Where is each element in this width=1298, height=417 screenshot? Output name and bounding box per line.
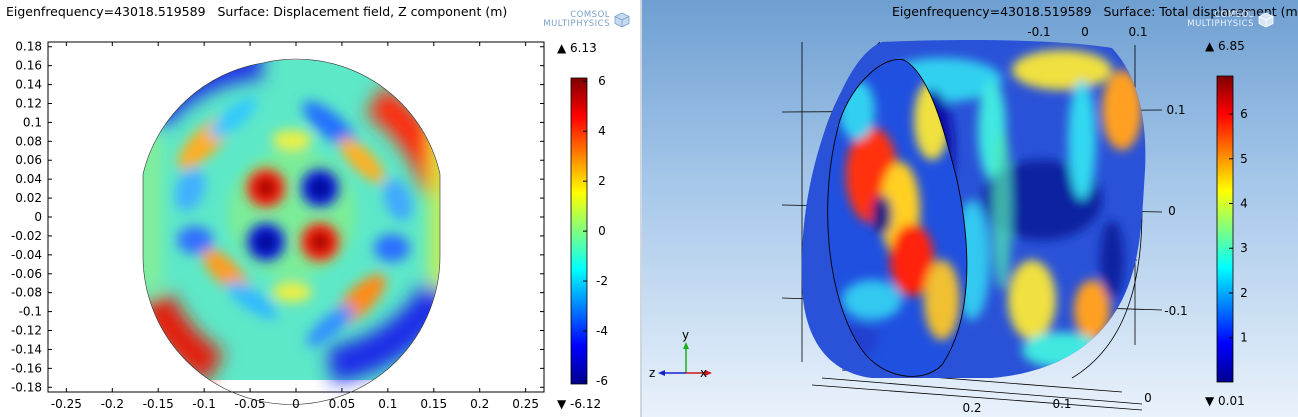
colorbar-min-label: ▼ 0.01 xyxy=(1205,394,1245,408)
x-tick-label: 0.25 xyxy=(512,397,539,411)
bottom-axis-label: 0 xyxy=(1144,391,1152,405)
left-plot-title: Eigenfrequency=43018.519589 Surface: Dis… xyxy=(6,4,508,19)
bottom-axis-label: 0.2 xyxy=(962,401,981,415)
colorbar-tick-label: -2 xyxy=(596,274,608,288)
colorbar-min-label: ▼ -6.12 xyxy=(557,397,601,411)
triad-y-label: y xyxy=(682,328,689,342)
x-tick-label: 0.15 xyxy=(420,397,447,411)
left-plot-panel: Eigenfrequency=43018.519589 Surface: Dis… xyxy=(0,0,640,417)
y-tick-label: -0.18 xyxy=(11,380,42,394)
bottom-axis-label: 0.1 xyxy=(1052,397,1071,411)
right-plot-title: Eigenfrequency=43018.519589 Surface: Tot… xyxy=(892,4,1298,19)
y-tick-label: 0.16 xyxy=(15,59,42,73)
colorbar-tick-label: 4 xyxy=(598,124,606,138)
colorbar-tick-label: 3 xyxy=(1240,241,1248,255)
colorbar-ticks: 6 4 2 0 -2 -4 -6 xyxy=(583,74,608,388)
y-tick-label: -0.08 xyxy=(11,286,42,300)
colorbar-max-label: ▲ 6.85 xyxy=(1205,39,1245,53)
top-axis-label: 0 xyxy=(1081,25,1089,39)
x-tick-label: -0.25 xyxy=(51,397,82,411)
colorbar-max-label: ▲ 6.13 xyxy=(557,41,597,55)
front-face xyxy=(827,59,967,377)
colorbar-tick-label: 6 xyxy=(598,74,606,88)
y-tick-label: -0.12 xyxy=(11,324,42,338)
displacement-surface xyxy=(143,59,440,384)
y-tick-label: 0.04 xyxy=(15,172,42,186)
y-tick-label: 0.1 xyxy=(23,115,42,129)
x-tick-label: -0.2 xyxy=(101,397,124,411)
x-axis: -0.25 -0.2 -0.15 -0.1 -0.05 0 0.05 0.1 0.15 0.2 0.… xyxy=(51,42,539,411)
colorbar-tick-label: 2 xyxy=(598,174,606,188)
axis-triad: y z x xyxy=(649,328,712,380)
logo-line-1: COMSOL xyxy=(570,10,610,20)
triad-x-label: x xyxy=(700,366,707,380)
left-chart: -0.25 -0.2 -0.15 -0.1 -0.05 0 0.05 0.1 0.15 0.2 0.… xyxy=(11,40,608,411)
y-tick-label: 0.12 xyxy=(15,96,42,110)
right-plot-panel: Eigenfrequency=43018.519589 Surface: Tot… xyxy=(642,0,1298,417)
panel-separator xyxy=(640,0,642,417)
y-tick-label: 0.06 xyxy=(15,153,42,167)
y-tick-label: -0.16 xyxy=(11,361,42,375)
colorbar-tick-label: 2 xyxy=(1240,286,1248,300)
x-tick-label: -0.15 xyxy=(143,397,174,411)
disk-outline xyxy=(142,58,441,405)
y-axis: 0.18 0.16 0.14 0.12 0.1 0.08 0.06 0.04 0.02 0 -0.0… xyxy=(11,40,544,394)
logo-line-2: MULTIPHYSICS xyxy=(1187,19,1254,29)
front-face-outline xyxy=(827,59,968,377)
colorbar-tick-label: 4 xyxy=(1240,197,1248,211)
x-tick-label: -0.05 xyxy=(235,397,266,411)
triad-z-label: z xyxy=(649,366,655,380)
colorbar-tick-label: 0 xyxy=(598,224,606,238)
top-axis-label: -0.1 xyxy=(1027,25,1050,39)
x-tick-label: -0.1 xyxy=(192,397,215,411)
y-tick-label: -0.04 xyxy=(11,248,42,262)
y-tick-label: -0.1 xyxy=(19,305,42,319)
y-tick-label: -0.06 xyxy=(11,267,42,281)
side-axis-labels: 0.1 0 -0.1 xyxy=(1164,103,1187,318)
y-tick-label: 0.14 xyxy=(15,78,42,92)
y-tick-label: 0.18 xyxy=(15,40,42,54)
colorbar-ticks: 6 5 4 3 2 1 xyxy=(1229,107,1248,345)
bottom-axis-labels: 0.2 0.1 0 xyxy=(962,391,1151,415)
top-axis-labels: -0.1 0 0.1 xyxy=(1027,25,1147,39)
x-tick-label: 0 xyxy=(292,397,300,411)
right-chart: -0.1 0 0.1 0.1 0 -0.1 0.2 0.1 0 y z x 6 5 4 3 2 1 ▲… xyxy=(649,25,1248,415)
colorbar-tick-label: 1 xyxy=(1240,331,1248,345)
side-axis-label: 0 xyxy=(1168,204,1176,218)
y-tick-label: 0 xyxy=(34,210,42,224)
colorbar-tick-label: -6 xyxy=(596,374,608,388)
colorbar-tick-label: 5 xyxy=(1240,152,1248,166)
x-tick-label: 0.2 xyxy=(470,397,489,411)
colorbar xyxy=(1216,75,1234,383)
y-tick-label: -0.02 xyxy=(11,229,42,243)
comsol-cube-icon xyxy=(614,12,630,28)
colorbar-tick-label: -4 xyxy=(596,324,608,338)
colorbar-tick-label: 6 xyxy=(1240,107,1248,121)
x-tick-label: 0.05 xyxy=(329,397,356,411)
top-axis-label: 0.1 xyxy=(1128,25,1147,39)
y-tick-label: 0.08 xyxy=(15,134,42,148)
y-tick-label: 0.02 xyxy=(15,191,42,205)
comsol-cube-icon xyxy=(1258,12,1274,28)
logo-line-1: COMSOL xyxy=(1214,10,1254,20)
x-tick-label: 0.1 xyxy=(378,397,397,411)
comsol-logo-right: COMSOL MULTIPHYSICS xyxy=(1164,11,1254,29)
y-tick-label: -0.14 xyxy=(11,342,42,356)
side-axis-label: 0.1 xyxy=(1166,103,1185,117)
logo-line-2: MULTIPHYSICS xyxy=(543,19,610,29)
comsol-logo: COMSOL MULTIPHYSICS xyxy=(520,11,610,29)
side-axis-label: -0.1 xyxy=(1164,304,1187,318)
